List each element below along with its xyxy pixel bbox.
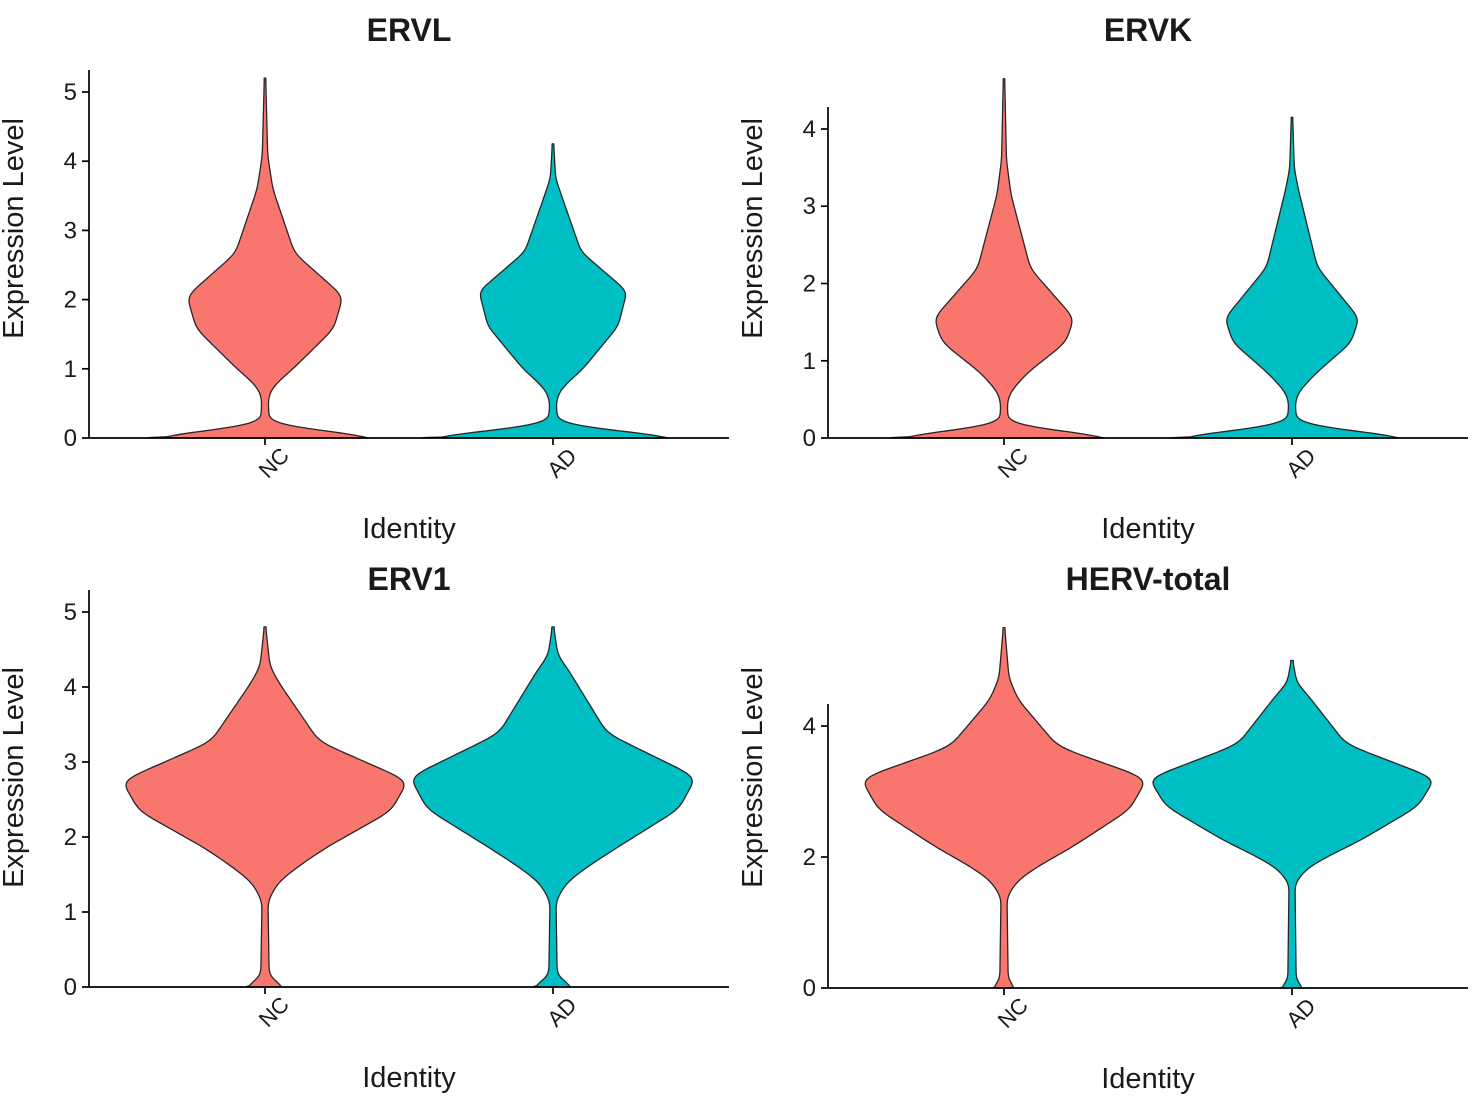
svg-text:2: 2 (64, 287, 77, 314)
svg-text:2: 2 (803, 844, 816, 871)
svg-text:3: 3 (64, 217, 77, 244)
svg-text:0: 0 (64, 974, 77, 1001)
svg-text:4: 4 (803, 713, 816, 740)
svg-text:0: 0 (803, 425, 816, 452)
svg-text:5: 5 (64, 79, 77, 106)
svg-text:4: 4 (803, 116, 816, 143)
svg-text:5: 5 (64, 599, 77, 626)
svg-text:1: 1 (803, 348, 816, 375)
svg-text:2: 2 (64, 824, 77, 851)
svg-text:1: 1 (64, 899, 77, 926)
svg-text:2: 2 (803, 271, 816, 298)
svg-text:1: 1 (64, 356, 77, 383)
svg-text:0: 0 (803, 975, 816, 1002)
svg-text:3: 3 (64, 749, 77, 776)
svg-text:4: 4 (64, 148, 77, 175)
svg-text:0: 0 (64, 425, 77, 452)
svg-text:3: 3 (803, 193, 816, 220)
svg-text:4: 4 (64, 674, 77, 701)
